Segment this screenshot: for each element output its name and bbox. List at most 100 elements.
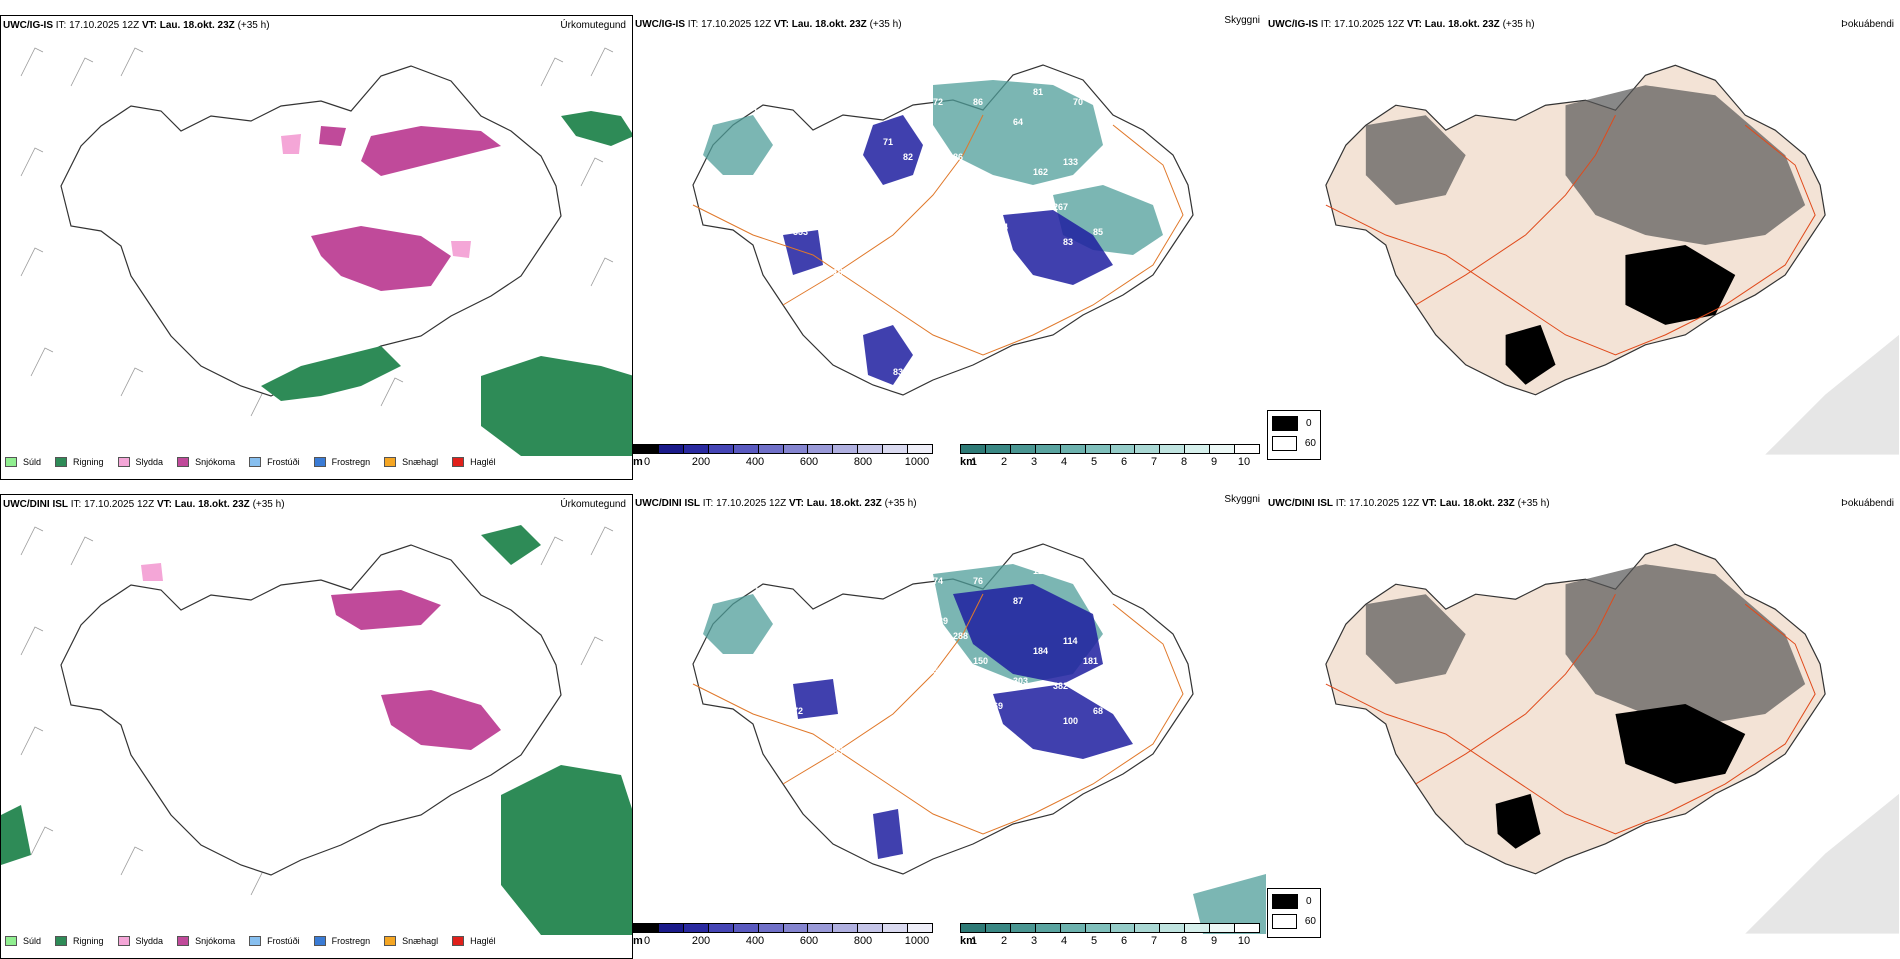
cloud-base-value: 59 bbox=[963, 746, 973, 756]
vt-value: Lau. 18.okt. 23Z bbox=[806, 498, 882, 509]
fog-legend-label: 0 bbox=[1306, 896, 1312, 907]
it-label: IT: bbox=[70, 499, 82, 510]
lead-time: (+35 h) bbox=[252, 499, 285, 510]
panel-header: UWC/IG-IS IT: 17.10.2025 12Z VT: Lau. 18… bbox=[1268, 19, 1896, 33]
roads bbox=[1325, 114, 1816, 356]
cloud-base-value: 275 bbox=[1003, 272, 1018, 282]
cloud-base-value: 69 bbox=[993, 701, 1003, 711]
fog-legend-item: 60 bbox=[1272, 914, 1316, 929]
cloud-base-value: 164 bbox=[993, 222, 1008, 232]
fog-legend-item: 0 bbox=[1272, 416, 1316, 431]
cloud-base-value: 85 bbox=[1093, 227, 1103, 237]
scale-tick-label: 3 bbox=[1030, 456, 1038, 468]
cloud-base-areas bbox=[793, 584, 1133, 859]
legend-label: Súld bbox=[23, 936, 42, 946]
cloud-base-value: 72 bbox=[863, 397, 873, 407]
scale-tick-label: 0 bbox=[643, 456, 651, 468]
cloud-base-value: 288 bbox=[953, 631, 968, 641]
legend-item: Snjókoma bbox=[177, 936, 235, 946]
roads bbox=[1325, 593, 1816, 835]
panel-title: Skyggni bbox=[1224, 494, 1260, 505]
cloud-base-value: 353 bbox=[793, 227, 808, 237]
legend-item: Haglél bbox=[452, 936, 496, 946]
model-name: UWC/DINI ISL bbox=[3, 499, 68, 510]
cloud-base-value: 87 bbox=[1013, 596, 1023, 606]
cloud-base-value: 111 bbox=[883, 616, 897, 626]
cloud-base-value: 150 bbox=[973, 656, 988, 666]
roads bbox=[692, 593, 1184, 835]
model-name: UWC/IG-IS bbox=[1268, 19, 1318, 30]
cloud-base-value: 184 bbox=[1033, 646, 1048, 656]
vt-value: Lau. 18.okt. 23Z bbox=[791, 19, 867, 30]
it-label: IT: bbox=[55, 20, 67, 31]
scale-tick-label: 8 bbox=[1180, 456, 1188, 468]
legend-swatch bbox=[249, 457, 262, 467]
fog-map bbox=[1325, 543, 1899, 934]
cloud-base-value: 102 bbox=[833, 267, 848, 277]
cloud-base-value: 64 bbox=[1013, 117, 1023, 127]
sleet-areas bbox=[141, 563, 163, 581]
legend-label: Snæhagl bbox=[402, 457, 439, 467]
legend-label: Súld bbox=[23, 457, 42, 467]
precip-type-panel-dini: UWC/DINI ISL IT: 17.10.2025 12Z VT: Lau.… bbox=[0, 494, 633, 959]
roads bbox=[692, 114, 1184, 356]
cloud-base-value: 186 bbox=[893, 726, 908, 736]
fog-legend-label: 0 bbox=[1306, 418, 1312, 429]
scale-tick-label: 1000 bbox=[904, 935, 930, 947]
it-label: IT: bbox=[1335, 498, 1347, 509]
vt-label: VT: bbox=[773, 19, 789, 30]
cloud-base-value: 72 bbox=[933, 97, 943, 107]
legend-swatch bbox=[117, 936, 130, 946]
scale-tick-label: 9 bbox=[1210, 456, 1218, 468]
cloud-base-value: 97 bbox=[1013, 197, 1023, 207]
cloud-visibility-panel-igis: UWC/IG-IS IT: 17.10.2025 12Z VT: Lau. 18… bbox=[633, 15, 1266, 480]
legend-item: Súld bbox=[5, 457, 41, 467]
snow-areas bbox=[331, 590, 501, 750]
cloud-base-value: 382 bbox=[1053, 681, 1068, 691]
scale-tick-label: 800 bbox=[853, 935, 873, 947]
legend-item: Slydda bbox=[117, 457, 163, 467]
it-value: 17.10.2025 12Z bbox=[701, 19, 772, 30]
scale-tick-label: 800 bbox=[853, 456, 873, 468]
fog-shading bbox=[1365, 85, 1806, 245]
visibility-scalebar: 1 2 3 4 5 6 7 8 9 10 km bbox=[960, 444, 1260, 474]
model-name: UWC/IG-IS bbox=[3, 20, 53, 31]
visibility-unit: km bbox=[960, 456, 976, 468]
fog-legend-igis: 0 60 bbox=[1267, 410, 1321, 460]
it-label: IT: bbox=[702, 498, 714, 509]
legend-swatch bbox=[5, 457, 17, 467]
panel-header: UWC/DINI ISL IT: 17.10.2025 12Z VT: Lau.… bbox=[635, 494, 1262, 512]
panel-title: Skyggni bbox=[1224, 15, 1260, 26]
scale-tick-label: 1 bbox=[970, 935, 978, 947]
scale-tick-label: 4 bbox=[1060, 935, 1068, 947]
cloud-base-value: 81 bbox=[963, 267, 973, 277]
cloud-base-value: 225 bbox=[923, 666, 938, 676]
lead-time: (+35 h) bbox=[237, 20, 270, 31]
cloud-base-unit: m bbox=[633, 456, 643, 468]
cloud-base-value: 72 bbox=[793, 706, 803, 716]
legend-item: Frostúði bbox=[249, 457, 300, 467]
cloud-base-value: 86 bbox=[953, 152, 963, 162]
rain-areas bbox=[261, 111, 632, 456]
legend-item: Snæhagl bbox=[384, 457, 438, 467]
panel-title: Þokuábendi bbox=[1841, 19, 1894, 30]
cloud-base-areas bbox=[783, 115, 1113, 385]
cloud-base-value: 147 bbox=[973, 177, 988, 187]
model-name: UWC/DINI ISL bbox=[635, 498, 700, 509]
legend-swatch bbox=[313, 457, 326, 467]
panel-header: UWC/DINI ISL IT: 17.10.2025 12Z VT: Lau.… bbox=[3, 499, 628, 513]
cloud-base-value: 66 bbox=[873, 711, 883, 721]
visibility-unit: km bbox=[960, 935, 976, 947]
it-value: 17.10.2025 12Z bbox=[84, 499, 155, 510]
cloud-base-scalebar: 0 200 400 600 800 1000 m bbox=[633, 444, 933, 474]
vt-label: VT: bbox=[141, 20, 157, 31]
legend-swatch bbox=[249, 936, 262, 946]
dense-fog bbox=[1495, 704, 1746, 849]
vt-label: VT: bbox=[1421, 498, 1437, 509]
legend-item: Súld bbox=[5, 936, 41, 946]
panel-title: Úrkomutegund bbox=[560, 20, 626, 31]
legend-swatch bbox=[452, 457, 465, 467]
scale-tick-label: 200 bbox=[691, 935, 711, 947]
panel-header: UWC/IG-IS IT: 17.10.2025 12Z VT: Lau. 18… bbox=[635, 15, 1262, 33]
legend-item: Rigning bbox=[55, 457, 104, 467]
